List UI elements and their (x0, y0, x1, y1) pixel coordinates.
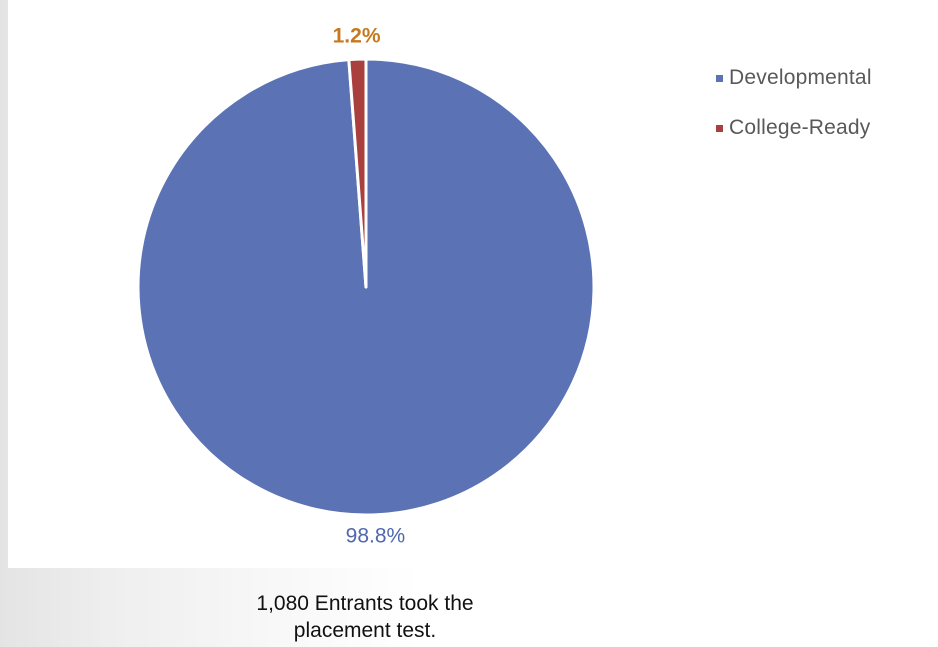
legend-label-developmental: Developmental (729, 66, 872, 89)
caption-line-2: placement test. (293, 619, 437, 642)
legend-label-college-ready: College-Ready (729, 116, 871, 139)
legend-swatch-college-ready (716, 124, 723, 132)
chart-caption: 1,080 Entrants took the placement test. (200, 590, 530, 644)
data-label-developmental: 98.8% (346, 524, 406, 547)
legend-item-college-ready: College-Ready (716, 116, 872, 140)
legend-swatch-developmental (716, 74, 723, 82)
pie-chart: 98.8% 1.2% (136, 25, 596, 547)
pie-slice-college-ready (347, 57, 368, 289)
legend: Developmental College-Ready (716, 66, 872, 166)
caption-line-1: 1,080 Entrants took the (256, 592, 474, 615)
legend-item-developmental: Developmental (716, 66, 872, 90)
chart-panel: 98.8% 1.2% Developmental College-Ready (8, 0, 938, 568)
data-label-college-ready: 1.2% (333, 25, 381, 48)
